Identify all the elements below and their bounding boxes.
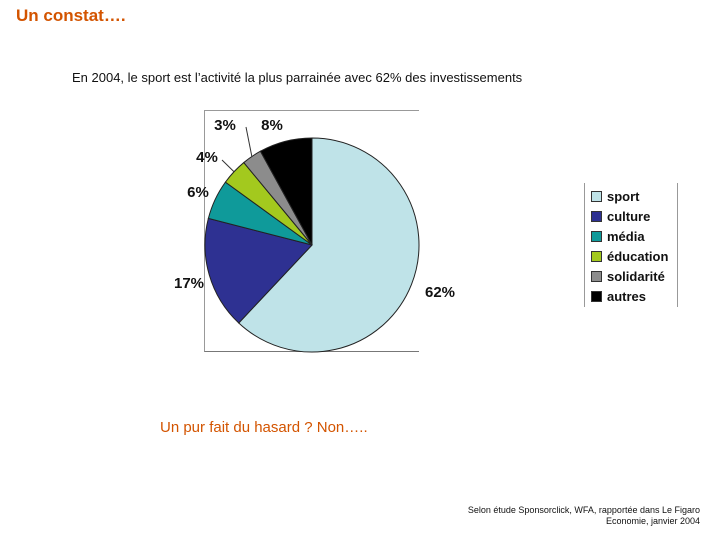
source-line-2: Economie, janvier 2004	[605, 516, 700, 526]
legend-swatch-solidarite	[591, 270, 602, 282]
legend-item-media: média	[591, 226, 677, 246]
legend-swatch-education	[591, 250, 602, 262]
leader-line-solidarité	[245, 126, 253, 157]
pie-slice-autres	[259, 137, 313, 246]
slice-label-solidarité: 3%	[214, 117, 236, 134]
question-text: Un pur fait du hasard ? Non…..	[160, 419, 368, 436]
slice-label-éducation: 4%	[196, 149, 218, 166]
slide-title: Un constat….	[16, 6, 126, 25]
legend-label-autres: autres	[607, 288, 647, 304]
legend-label-sport: sport	[607, 188, 640, 204]
legend-item-solidarite: solidarité	[591, 266, 677, 286]
slice-label-sport: 62%	[425, 284, 455, 301]
source-line-1: Selon étude Sponsorclick, WFA, rapportée…	[467, 505, 700, 515]
pie-slice-sport	[238, 137, 420, 353]
slice-label-média: 6%	[187, 184, 209, 201]
legend-label-culture: culture	[607, 208, 651, 224]
legend-item-education: éducation	[591, 246, 677, 266]
legend-swatch-media	[591, 230, 602, 242]
leader-line-éducation	[221, 159, 235, 173]
chart-legend: sport culture média éducation solidarité…	[584, 183, 678, 307]
legend-swatch-sport	[591, 190, 602, 202]
slice-label-autres: 8%	[261, 117, 283, 134]
slice-label-culture: 17%	[174, 275, 204, 292]
legend-label-solidarite: solidarité	[607, 268, 665, 284]
pie-slice-culture	[204, 217, 313, 324]
legend-item-autres: autres	[591, 286, 677, 306]
legend-label-media: média	[607, 228, 645, 244]
legend-label-education: éducation	[607, 248, 669, 264]
source-note: Selon étude Sponsorclick, WFA, rapportée…	[400, 505, 700, 527]
legend-item-culture: culture	[591, 206, 677, 226]
legend-swatch-culture	[591, 210, 602, 222]
legend-swatch-autres	[591, 290, 602, 302]
legend-item-sport: sport	[591, 186, 677, 206]
chart-subtitle: En 2004, le sport est l’activité la plus…	[72, 70, 523, 85]
